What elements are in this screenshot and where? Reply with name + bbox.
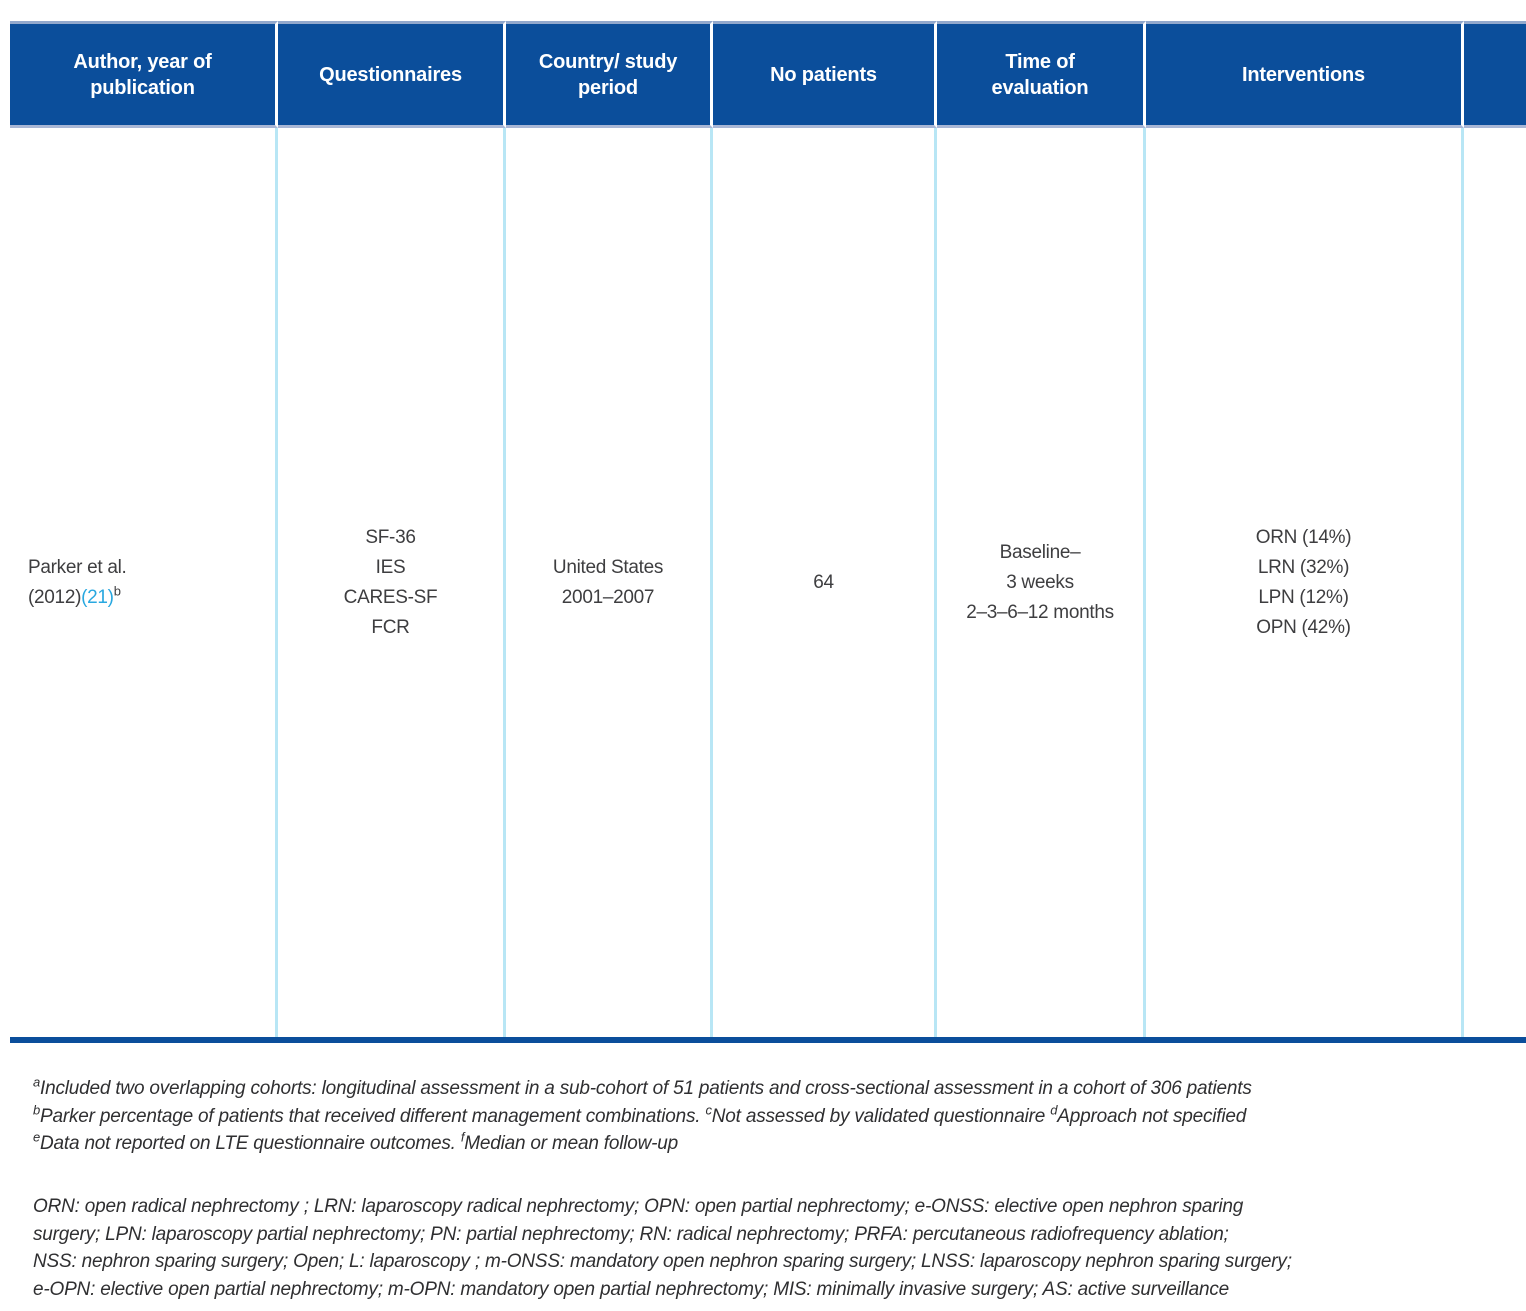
abbreviations-legend: ORN: open radical nephrectomy ; LRN: lap… <box>33 1193 1513 1303</box>
footnote-c-text: Not assessed by validated questionnaire <box>711 1105 1051 1127</box>
author-year: (2012) <box>28 586 82 608</box>
column-header-cutoff <box>1464 21 1526 128</box>
column-header-country-study-period: Country/ study period <box>506 21 713 128</box>
footnotes: aIncluded two overlapping cohorts: longi… <box>33 1075 1513 1158</box>
footnote-f-text: Median or mean follow-up <box>464 1133 679 1154</box>
footnote-d-marker: d <box>1050 1102 1058 1118</box>
abbreviations-line-3: NSS: nephron sparing surgery; Open; L: l… <box>33 1251 1292 1272</box>
column-header-questionnaires: Questionnaires <box>278 21 506 128</box>
table-bottom-rule <box>10 1037 1526 1043</box>
cell-interventions: ORN (14%) LRN (32%) LPN (12%) OPN (42%) <box>1146 128 1464 1037</box>
footnote-marker-b-ref: b <box>113 583 121 599</box>
footnote-b-text: Parker percentage of patients that recei… <box>40 1105 706 1127</box>
abbreviations-line-1: ORN: open radical nephrectomy ; LRN: lap… <box>33 1196 1244 1217</box>
citation-link[interactable]: (21) <box>81 586 114 608</box>
column-header-author-year: Author, year of publication <box>10 21 278 128</box>
footnote-c-marker: c <box>705 1102 712 1118</box>
footnote-a-marker: a <box>33 1074 41 1090</box>
footnote-d-text: Approach not specified <box>1057 1105 1247 1127</box>
table-header-row: Author, year of publication Questionnair… <box>10 21 1526 128</box>
footnote-a: aIncluded two overlapping cohorts: longi… <box>33 1075 1513 1103</box>
footnote-b-marker: b <box>33 1102 41 1118</box>
table-row: Parker et al. (2012)(21)b SF-36 IES CARE… <box>10 128 1526 1037</box>
cell-questionnaires: SF-36 IES CARES-SF FCR <box>278 128 506 1037</box>
column-header-interventions: Interventions <box>1146 21 1464 128</box>
footnote-e-marker: e <box>33 1129 41 1145</box>
author-year-citation: (2012)(21)b <box>28 583 121 613</box>
column-header-time-of-evaluation: Time of evaluation <box>937 21 1146 128</box>
cell-author-year: Parker et al. (2012)(21)b <box>10 128 278 1037</box>
cell-no-patients: 64 <box>713 128 937 1037</box>
cell-time-of-evaluation: Baseline– 3 weeks 2–3–6–12 months <box>937 128 1146 1037</box>
cell-cutoff <box>1464 128 1526 1037</box>
footnote-b-c-d: bParker percentage of patients that rece… <box>33 1103 1513 1131</box>
author-name: Parker et al. <box>28 556 127 578</box>
column-header-no-patients: No patients <box>713 21 937 128</box>
cell-country-study-period: United States 2001–2007 <box>506 128 713 1037</box>
footnote-a-text: Included two overlapping cohorts: longit… <box>40 1078 1252 1099</box>
footnote-e-f: eData not reported on LTE questionnaire … <box>33 1130 1513 1158</box>
study-characteristics-table: Author, year of publication Questionnair… <box>10 21 1526 1043</box>
footnote-e-text: Data not reported on LTE questionnaire o… <box>40 1133 461 1154</box>
abbreviations-line-2: surgery; LPN: laparoscopy partial nephre… <box>33 1223 1229 1245</box>
abbreviations-line-4: e-OPN: elective open partial nephrectomy… <box>33 1278 1230 1300</box>
footnote-f-marker: f <box>460 1129 465 1145</box>
